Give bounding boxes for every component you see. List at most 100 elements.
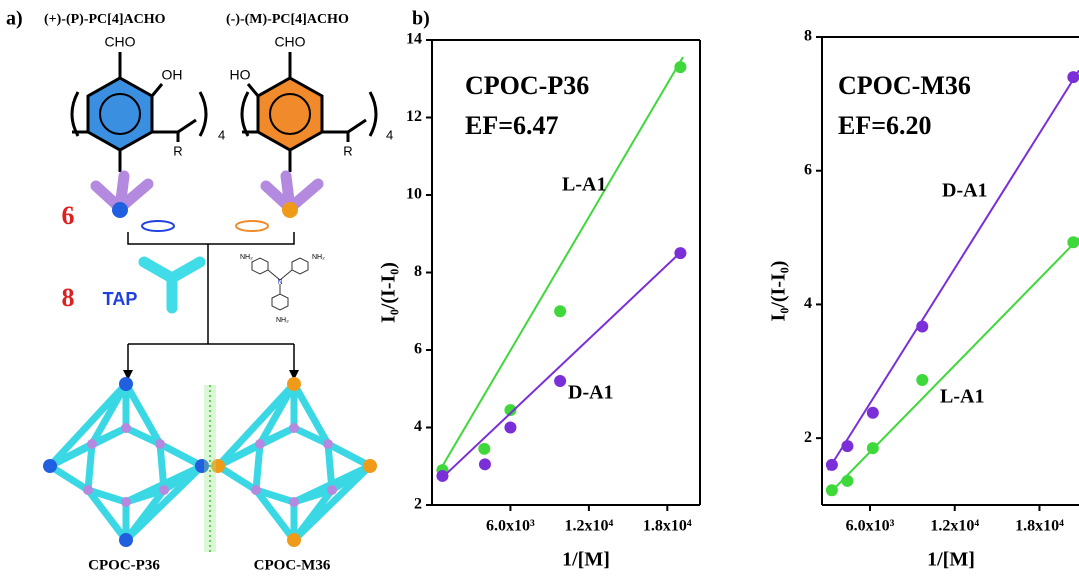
bond xyxy=(246,83,260,97)
cage-edge xyxy=(290,462,374,506)
chart-title: CPOC-M36 xyxy=(838,71,971,100)
stoichiometry: 6 xyxy=(62,201,75,230)
data-point xyxy=(825,484,838,497)
cage-edge xyxy=(156,440,206,470)
chem-label: NH₂ xyxy=(240,254,253,261)
monomer-name: (-)-(M)-PC[4]ACHO xyxy=(226,12,349,27)
y-tick-label: 4 xyxy=(804,295,812,312)
fit-line xyxy=(439,249,684,481)
series-label: D-A1 xyxy=(568,382,614,404)
cage-edge xyxy=(84,440,96,494)
cage-node xyxy=(83,485,93,495)
data-point xyxy=(674,61,687,74)
cage-edge xyxy=(122,462,206,506)
y-axis-label: I₀/(I-I₀) xyxy=(768,261,790,322)
cage-node xyxy=(119,533,133,547)
bracket xyxy=(70,91,80,137)
y-tick-label: 14 xyxy=(406,31,422,48)
chem-label: CHO xyxy=(104,34,135,50)
data-point xyxy=(504,404,517,417)
cage-edge xyxy=(290,424,332,448)
chem-label: N xyxy=(277,279,282,286)
connector xyxy=(127,232,295,372)
cages xyxy=(43,377,377,547)
arrow-head xyxy=(289,370,299,380)
monomer-name: (+)-(P)-PC[4]ACHO xyxy=(44,12,166,27)
tap-structure xyxy=(251,257,309,311)
cage-name: CPOC-M36 xyxy=(254,557,331,573)
data-point xyxy=(478,458,491,471)
cage-edge xyxy=(84,486,130,506)
cage-edge xyxy=(252,440,264,494)
rotation-arrow xyxy=(235,220,269,232)
y-tick-label: 6 xyxy=(414,341,422,358)
data-point xyxy=(841,440,854,453)
chem-label: R xyxy=(173,143,182,158)
data-point xyxy=(554,375,567,387)
benzene-ring xyxy=(86,76,154,152)
cage-node xyxy=(289,497,299,507)
chart-subtitle: EF=6.47 xyxy=(465,111,559,140)
data-point xyxy=(674,247,687,260)
cage-node xyxy=(251,485,261,495)
bracket xyxy=(198,91,208,137)
y-tick-label: 8 xyxy=(414,263,422,280)
cage-edge xyxy=(122,424,164,448)
y-tick-label: 4 xyxy=(414,418,422,435)
x-axis-label: 1/[M] xyxy=(562,549,610,571)
cage-edge xyxy=(84,486,130,544)
ring-circle xyxy=(269,93,311,135)
cage-node xyxy=(323,439,333,449)
chem-label: OH xyxy=(162,67,183,83)
cage-node xyxy=(327,485,337,495)
cage-edge xyxy=(46,462,92,494)
bond xyxy=(152,118,197,134)
y-tick-label: 10 xyxy=(406,186,422,203)
series-label: L-A1 xyxy=(940,386,984,408)
fit-line xyxy=(827,69,1079,471)
data-point xyxy=(554,305,567,318)
data-point xyxy=(866,442,879,455)
cage-node xyxy=(119,377,133,391)
cage-edge xyxy=(290,380,332,448)
data-point xyxy=(866,406,879,419)
data-point xyxy=(841,474,854,487)
bond xyxy=(150,83,164,97)
cage-node xyxy=(289,423,299,433)
cage-node xyxy=(155,439,165,449)
mirror-glow xyxy=(204,385,216,552)
cage-node xyxy=(121,423,131,433)
benzene-ring xyxy=(256,76,324,152)
x-axis-label: 1/[M] xyxy=(927,549,975,571)
cage-edge xyxy=(214,462,260,494)
rotation-arrow xyxy=(141,220,175,232)
amine-name: TAP xyxy=(103,289,138,309)
x-tick-label: 1.8x10⁴ xyxy=(1015,518,1064,535)
bracket xyxy=(240,91,250,137)
x-tick-label: 1.2x10⁴ xyxy=(930,518,979,535)
x-tick-label: 1.2x10⁴ xyxy=(564,518,613,535)
cage-node xyxy=(363,459,377,473)
cage-node xyxy=(211,459,225,473)
data-point xyxy=(478,442,491,455)
data-point xyxy=(436,469,449,482)
cage-node xyxy=(287,533,301,547)
panel-a: a) (+)-(P)-PC[4]ACHO (-)-(M)-PC[4]ACHO C… xyxy=(6,8,393,574)
cage-name: CPOC-P36 xyxy=(88,557,160,573)
fit-line xyxy=(439,56,684,471)
stoichiometry: 8 xyxy=(62,283,75,312)
data-point xyxy=(825,458,838,471)
fit-line xyxy=(827,237,1079,496)
panel-label: b) xyxy=(412,8,430,30)
node xyxy=(112,202,128,218)
cage-node xyxy=(195,459,209,473)
chem-label: HO xyxy=(230,67,251,83)
chem-label: CHO xyxy=(274,34,305,50)
bond xyxy=(322,118,367,134)
chem-label: R xyxy=(343,143,352,158)
series-label: D-A1 xyxy=(942,180,988,202)
cage-edge xyxy=(290,462,374,544)
x-tick-label: 1.8x10⁴ xyxy=(643,518,692,535)
